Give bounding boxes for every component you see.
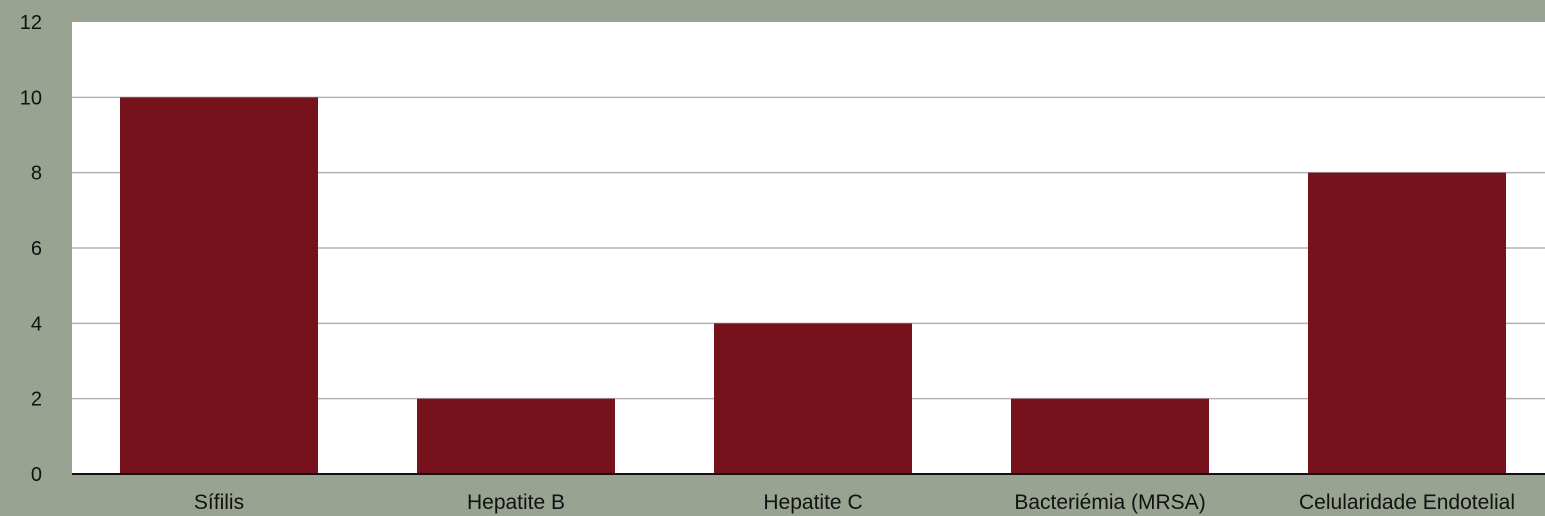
x-category-label: Sífilis: [194, 491, 244, 514]
y-axis-tick-labels: 0 2 4 6 8 10 12: [20, 12, 42, 486]
bar: [417, 398, 615, 474]
x-category-label: Hepatite B: [467, 491, 565, 514]
y-tick-label: 0: [31, 464, 42, 486]
y-tick-label: 2: [31, 389, 42, 411]
y-tick-label: 12: [20, 12, 42, 34]
y-tick-label: 8: [31, 163, 42, 185]
y-tick-label: 6: [31, 238, 42, 260]
bar: [1011, 398, 1209, 474]
y-tick-label: 10: [20, 87, 42, 109]
bar: [1308, 172, 1506, 474]
bar: [714, 323, 912, 474]
x-category-label: Bacteriémia (MRSA): [1014, 491, 1205, 514]
x-category-label: Hepatite C: [763, 491, 862, 514]
bars: [120, 97, 1506, 474]
y-tick-label: 4: [31, 313, 42, 335]
x-axis-category-labels: Sífilis Hepatite B Hepatite C Bacteriémia (…: [194, 491, 1515, 514]
x-category-label: Celularidade Endotelial: [1299, 491, 1515, 514]
bar: [120, 97, 318, 474]
